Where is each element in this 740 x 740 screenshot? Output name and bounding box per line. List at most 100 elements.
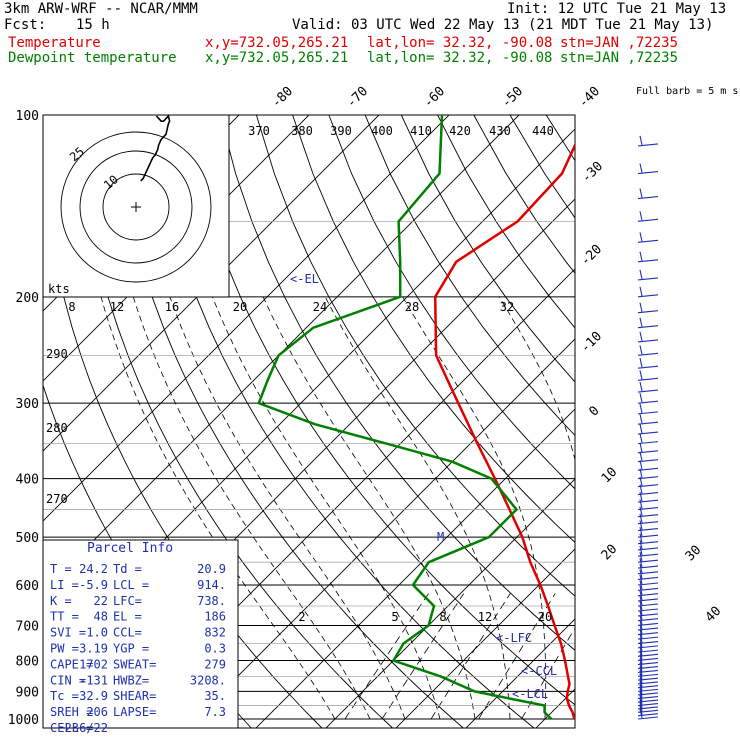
wind-barb-flag bbox=[639, 520, 643, 530]
wind-barb-flag bbox=[639, 673, 643, 684]
dry-adiabat bbox=[437, 115, 575, 329]
wind-barb bbox=[637, 450, 659, 454]
moist-adiabat bbox=[212, 296, 441, 720]
level-annotation: <-LFC bbox=[496, 631, 532, 645]
wind-barb bbox=[637, 294, 659, 298]
wind-barb-flag bbox=[639, 688, 643, 698]
wind-barb bbox=[637, 441, 659, 445]
temperature-xy: x,y=732.05,265.21 bbox=[205, 35, 349, 51]
parcel-info-cell: Td = bbox=[113, 562, 142, 576]
wind-barb-flag bbox=[639, 476, 643, 486]
isotherm bbox=[185, 338, 575, 728]
wind-barb-flag bbox=[639, 468, 643, 478]
hodograph-units: kts bbox=[48, 282, 70, 296]
wind-barb-flag bbox=[639, 637, 643, 647]
parcel-info-cell: 24.2 bbox=[79, 562, 108, 576]
wind-barb-flag bbox=[639, 590, 643, 601]
isotherm bbox=[43, 115, 380, 452]
speed-axis-label: 20 bbox=[233, 300, 247, 314]
wind-barb-flag bbox=[639, 569, 643, 579]
parcel-info-cell: -131 bbox=[79, 673, 108, 687]
wind-barb bbox=[637, 527, 659, 532]
mixing-ratio-line bbox=[344, 593, 429, 720]
wind-barb-flag bbox=[639, 642, 643, 652]
parcel-info-cell: 3208. bbox=[190, 673, 226, 687]
dry-adiabat bbox=[292, 115, 575, 544]
wind-barb-flag bbox=[639, 629, 643, 639]
moist-adiabat bbox=[324, 296, 511, 720]
wind-barb-flag bbox=[639, 211, 643, 221]
wind-barb bbox=[637, 521, 659, 525]
wind-barb bbox=[637, 170, 659, 175]
mixing-ratio-line bbox=[430, 593, 511, 720]
wind-barb-flag bbox=[639, 302, 643, 312]
wind-barb-flag bbox=[639, 460, 643, 470]
dry-adiabat bbox=[655, 115, 740, 732]
dry-adiabat bbox=[111, 115, 464, 728]
wind-barb bbox=[637, 491, 659, 496]
parcel-info-cell: -5.9 bbox=[79, 578, 108, 592]
parcel-info-cell: LI = bbox=[50, 578, 79, 592]
wind-barb bbox=[637, 259, 659, 263]
isotherm-label: 0 bbox=[586, 403, 602, 419]
temperature-legend: Temperature bbox=[8, 35, 101, 51]
plot-frame bbox=[42, 114, 576, 729]
wind-barb-flag bbox=[639, 670, 643, 680]
wind-barb-flag bbox=[639, 600, 643, 611]
wind-barb-flag bbox=[639, 615, 643, 625]
wind-barb-flag bbox=[639, 574, 643, 585]
dewpoint-profile bbox=[257, 115, 553, 720]
mixing-ratio-label: 12 bbox=[478, 610, 492, 624]
fcst-label: Fcst: bbox=[4, 17, 47, 33]
wind-barb-flag bbox=[639, 370, 643, 380]
wind-barb-flag bbox=[639, 414, 643, 424]
parcel-info-cell: SVI = bbox=[50, 626, 86, 640]
hodograph-trace bbox=[140, 114, 171, 182]
wind-barb bbox=[637, 377, 659, 381]
parcel-info-cell: PW = bbox=[50, 642, 79, 656]
theta-label: 420 bbox=[449, 124, 471, 138]
parcel-info-cell: 48 bbox=[94, 610, 108, 624]
dry-adiabat bbox=[400, 115, 575, 383]
parcel-info-cell: 0.3 bbox=[204, 642, 226, 656]
parcel-info-cell: YGP = bbox=[113, 642, 149, 656]
mixing-ratio-line bbox=[381, 593, 465, 720]
parcel-info-cell: LAPSE= bbox=[113, 705, 156, 719]
parcel-info-cell: K = bbox=[50, 594, 72, 608]
isotherm bbox=[672, 115, 740, 732]
parcel-info-cell: CAPE = bbox=[50, 657, 93, 671]
wind-barb-flag bbox=[639, 506, 643, 516]
wind-barb-flag bbox=[639, 232, 643, 242]
mixing-ratio-label: 20 bbox=[538, 610, 552, 624]
wind-barb-flag bbox=[639, 624, 643, 634]
parcel-info-cell: SWEAT= bbox=[113, 657, 156, 671]
wind-barb-flag bbox=[639, 403, 643, 414]
pressure-tick-label: 300 bbox=[16, 397, 39, 412]
mixing-ratio-label: 5 bbox=[391, 610, 398, 624]
hodograph-ring bbox=[102, 173, 170, 241]
isotherm-label: 30 bbox=[683, 543, 705, 565]
wind-barb-flag bbox=[639, 691, 643, 702]
wind-barb bbox=[637, 352, 659, 356]
parcel-info-cell: 832 bbox=[204, 626, 226, 640]
left-level-label: 280 bbox=[46, 421, 68, 435]
isotherm-label: -60 bbox=[421, 84, 448, 111]
wind-barb bbox=[637, 421, 659, 425]
wind-barb-flag bbox=[639, 163, 643, 173]
pressure-tick-label: 500 bbox=[16, 531, 39, 546]
wind-barb bbox=[637, 339, 659, 343]
m-marker: M bbox=[437, 530, 444, 544]
dry-adiabat bbox=[691, 115, 740, 732]
wind-barb bbox=[637, 218, 659, 222]
parcel-info-cell: CCL= bbox=[113, 626, 142, 640]
wind-barb-flag bbox=[639, 433, 643, 443]
parcel-info-cell: Tc = bbox=[50, 689, 79, 703]
wind-barb-flag bbox=[639, 269, 643, 280]
wind-barb bbox=[637, 467, 659, 471]
wind-barb bbox=[637, 476, 659, 480]
speed-axis-label: 12 bbox=[110, 300, 124, 314]
isotherm bbox=[465, 618, 575, 728]
temperature-latlon: lat,lon= 32.32, -90.08 bbox=[367, 35, 553, 51]
wind-barb bbox=[637, 365, 659, 369]
